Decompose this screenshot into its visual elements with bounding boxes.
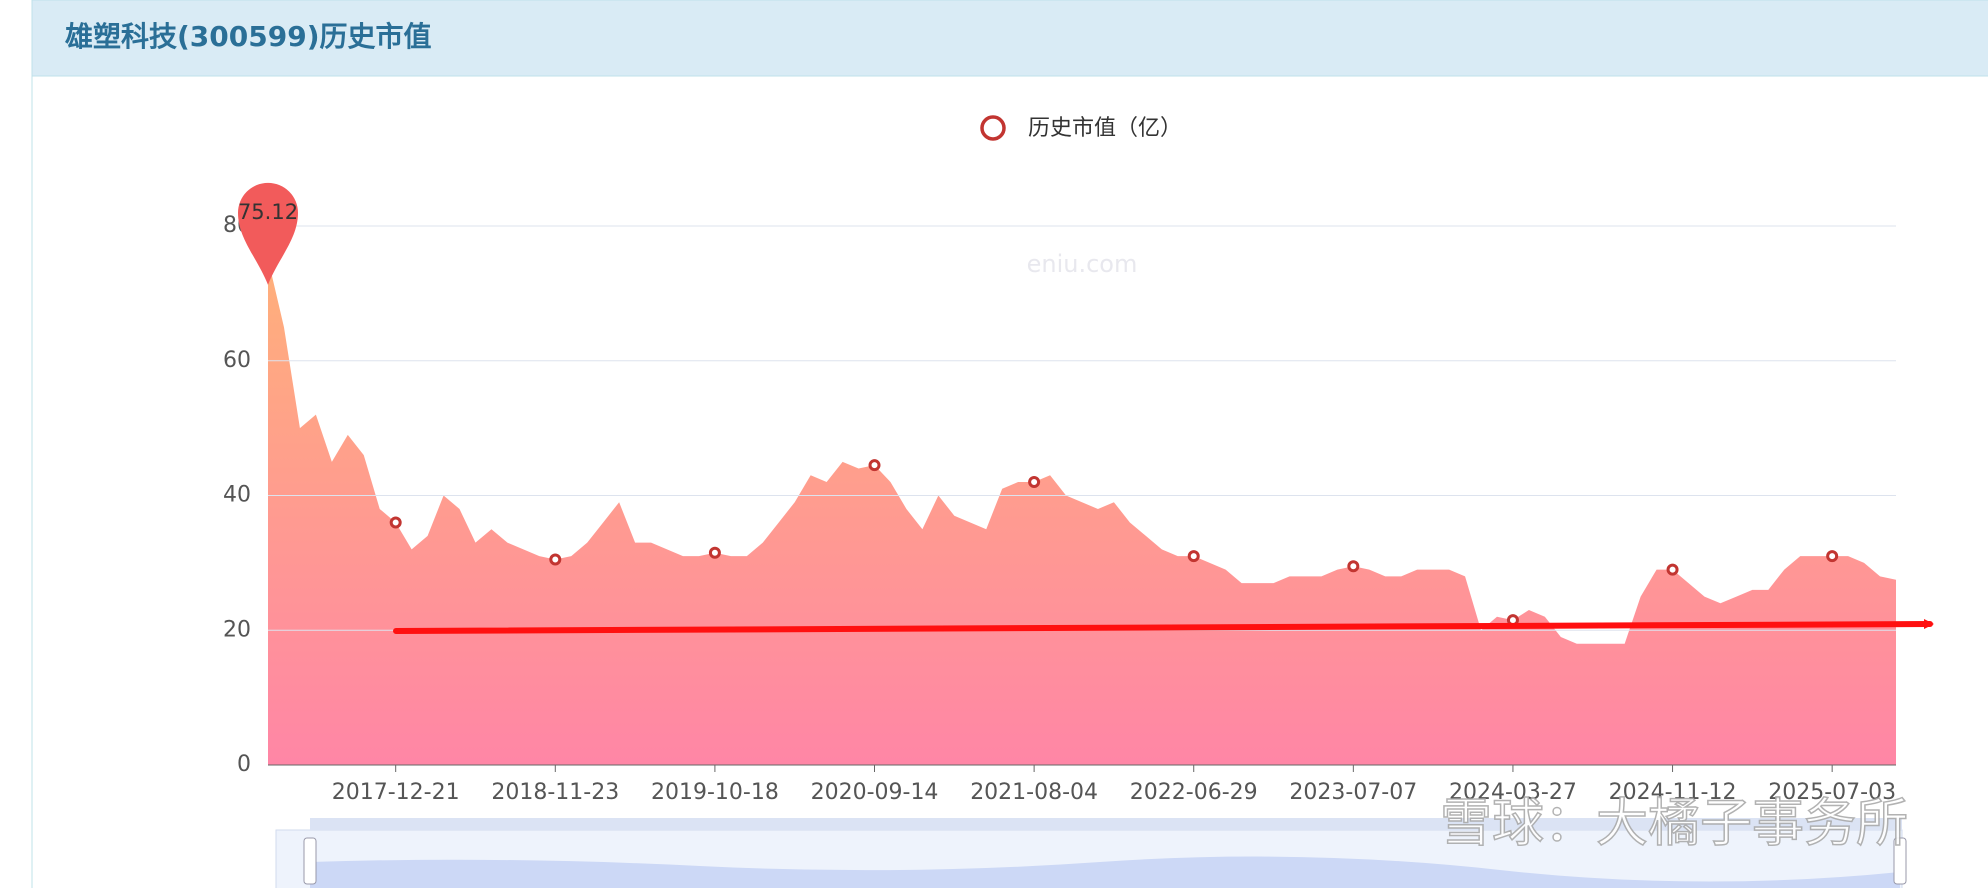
- point: [549, 553, 562, 566]
- max-pin: [237, 182, 298, 285]
- x-tick-label: 2018-11-23: [491, 780, 619, 805]
- x-tick-label: 2024-11-12: [1609, 780, 1737, 805]
- point: [1666, 563, 1679, 576]
- x-tick-label: 2017-12-21: [332, 780, 460, 805]
- x-tick-label: 2024-03-27: [1449, 780, 1577, 805]
- x-tick-label: 2022-06-29: [1130, 780, 1258, 805]
- legend-symbol: [980, 115, 1006, 141]
- point: [868, 459, 881, 472]
- y-tick-label: 40: [223, 483, 251, 508]
- caption-watermark: 雪球：大橘子事务所: [1440, 794, 1908, 854]
- chart-title: 雄塑科技(300599)历史市值: [64, 20, 432, 53]
- point: [1187, 550, 1200, 563]
- y-tick-label: 60: [223, 348, 251, 373]
- x-tick-label: 2023-07-07: [1289, 780, 1417, 805]
- zoom-handle[interactable]: [303, 837, 317, 885]
- x-tick-label: 2021-08-04: [970, 780, 1098, 805]
- zoom-preview: [310, 856, 1900, 888]
- zoom-handle[interactable]: [1893, 837, 1907, 885]
- point: [708, 546, 721, 559]
- x-tick-label: 2020-09-14: [811, 780, 939, 805]
- area: [268, 258, 1896, 765]
- y-tick-label: 0: [237, 752, 251, 777]
- annotation-arrow: [393, 619, 1934, 634]
- point: [1347, 560, 1360, 573]
- legend-label: 历史市值（亿）: [1028, 116, 1182, 141]
- point: [1028, 476, 1041, 489]
- watermark: eniu.com: [1027, 250, 1138, 278]
- x-tick-label: 2019-10-18: [651, 780, 779, 805]
- zoom-bar: [310, 818, 1902, 830]
- max-label: 75.12: [238, 200, 298, 224]
- x-tick-label: 2025-07-03: [1768, 780, 1896, 805]
- card-header: [31, 0, 1988, 77]
- point: [389, 516, 402, 529]
- point: [1826, 550, 1839, 563]
- y-tick-label: 20: [223, 617, 251, 642]
